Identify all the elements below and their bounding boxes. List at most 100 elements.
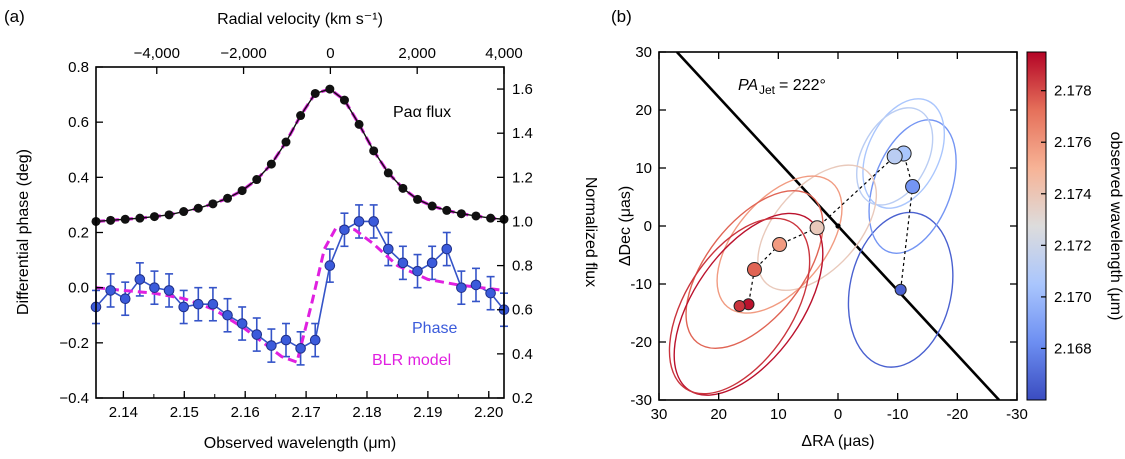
panel-b-axes: 30 20 10 0 -10 -20 -30 -30 -20 -10 0 10 20 30 — [630, 44, 1028, 423]
colorbar-tick-label: 2.178 — [1054, 83, 1092, 100]
flux-point — [325, 84, 335, 94]
phase-point — [295, 343, 306, 354]
phase-point — [251, 329, 263, 340]
flux-point — [208, 199, 218, 209]
x-tick-label: 2.17 — [291, 404, 320, 421]
y-tick-label: 0.0 — [68, 280, 89, 297]
phase-point — [105, 285, 116, 296]
flux-point — [106, 215, 116, 225]
flux-point — [296, 111, 306, 121]
flux-point — [179, 207, 189, 217]
centroid-point — [809, 220, 825, 236]
flux-point — [486, 213, 496, 223]
top-tick-label: 2,000 — [398, 45, 436, 62]
annotation-flux: Paα flux — [393, 104, 451, 121]
phase-point — [441, 243, 453, 255]
right-tick-label: 0.2 — [512, 390, 533, 407]
phase-point — [368, 216, 379, 227]
phase-point — [149, 282, 160, 293]
flux-point — [383, 168, 393, 178]
flux-point — [149, 212, 159, 222]
phase-point — [178, 301, 189, 313]
panel-a-plot-area — [90, 84, 510, 366]
phase-point — [412, 265, 423, 277]
colorbar-tick-label: 2.176 — [1054, 134, 1092, 151]
b-y-tick-label: -20 — [630, 334, 652, 351]
flux-point — [398, 183, 408, 193]
b-y-tick-label: 0 — [644, 218, 652, 235]
phase-point — [309, 334, 321, 346]
panel-b-plot-area — [668, 52, 1001, 400]
y-tick-label: 0.4 — [68, 169, 89, 186]
colorbar — [1026, 51, 1047, 401]
colorbar-tick-label: 2.174 — [1054, 186, 1092, 203]
flux-point — [164, 210, 174, 220]
right-tick-label: 0.6 — [512, 302, 533, 319]
phase-point — [470, 279, 482, 291]
phase-point — [266, 340, 277, 351]
top-axis-title: Radial velocity (km s⁻¹) — [217, 11, 383, 28]
top-tick-label: 0 — [326, 45, 334, 62]
b-x-tick-label: -30 — [1006, 406, 1028, 423]
x-tick-label: 2.18 — [352, 404, 381, 421]
b-y-tick-label: -10 — [630, 276, 652, 293]
centroid-point — [886, 148, 903, 165]
b-y-tick-label: 20 — [635, 102, 652, 119]
phase-point — [485, 287, 496, 299]
flux-point — [120, 214, 130, 224]
b-y-tick-label: -30 — [630, 392, 652, 409]
pa-annotation-main: PA — [738, 77, 758, 94]
phase-point — [193, 298, 204, 310]
error-ellipse — [757, 164, 878, 292]
colorbar-axis: 2.168 2.170 2.172 2.174 2.176 2.178 — [1041, 83, 1092, 357]
y-tick-label: 0.2 — [68, 225, 89, 242]
phase-point — [236, 318, 248, 329]
flux-point — [237, 186, 247, 196]
panel-a: 2.14 2.15 2.16 2.17 2.18 2.19 2.20 −4,000 −2,000… — [15, 11, 599, 452]
flux-point — [413, 194, 423, 204]
x-tick-label: 2.19 — [413, 404, 442, 421]
flux-point — [281, 137, 291, 147]
colorbar-tick-label: 2.168 — [1054, 340, 1092, 357]
pa-annotation-value: = 222° — [779, 77, 826, 94]
right-tick-label: 0.4 — [512, 346, 533, 363]
right-axis-title: Normalized flux — [582, 177, 599, 287]
colorbar-title: observed wavelength (μm) — [1107, 132, 1124, 321]
centroid-point — [905, 179, 921, 195]
flux-point — [223, 193, 233, 203]
flux-point — [252, 175, 262, 185]
phase-point — [222, 309, 233, 321]
top-tick-label: −2,000 — [220, 45, 266, 62]
flux-point — [427, 201, 437, 211]
y-tick-label: 0.6 — [68, 114, 89, 131]
right-tick-label: 1.6 — [512, 81, 533, 98]
panel-a-label: (a) — [4, 7, 25, 26]
b-x-tick-label: 30 — [651, 406, 668, 423]
error-ellipse — [685, 189, 824, 350]
error-ellipse — [862, 98, 945, 209]
y-tick-label: −0.4 — [59, 390, 89, 407]
x-tick-label: 2.15 — [170, 404, 199, 421]
panel-a-axes: 2.14 2.15 2.16 2.17 2.18 2.19 2.20 −4,000 −2,000… — [59, 45, 532, 421]
flux-point — [310, 88, 320, 98]
top-tick-label: −4,000 — [134, 45, 180, 62]
error-ellipse — [868, 119, 957, 254]
y-tick-label: −0.2 — [59, 335, 89, 352]
flux-point — [369, 146, 379, 156]
phase-point — [353, 216, 365, 227]
flux-point — [193, 203, 203, 213]
phase-point — [456, 282, 467, 293]
b-x-tick-label: -10 — [887, 406, 909, 423]
annotation-phase: Phase — [412, 320, 457, 337]
x-tick-label: 2.14 — [109, 404, 138, 421]
error-ellipse — [847, 211, 954, 368]
error-ellipse — [856, 107, 934, 206]
origin-marker — [835, 223, 841, 229]
annotation-blr-model: BLR model — [372, 352, 451, 369]
right-tick-label: 1.2 — [512, 169, 533, 186]
phase-point — [134, 274, 146, 285]
y-axis-title: Differential phase (deg) — [15, 149, 32, 315]
flux-point — [456, 209, 466, 219]
phase-point — [382, 243, 394, 255]
